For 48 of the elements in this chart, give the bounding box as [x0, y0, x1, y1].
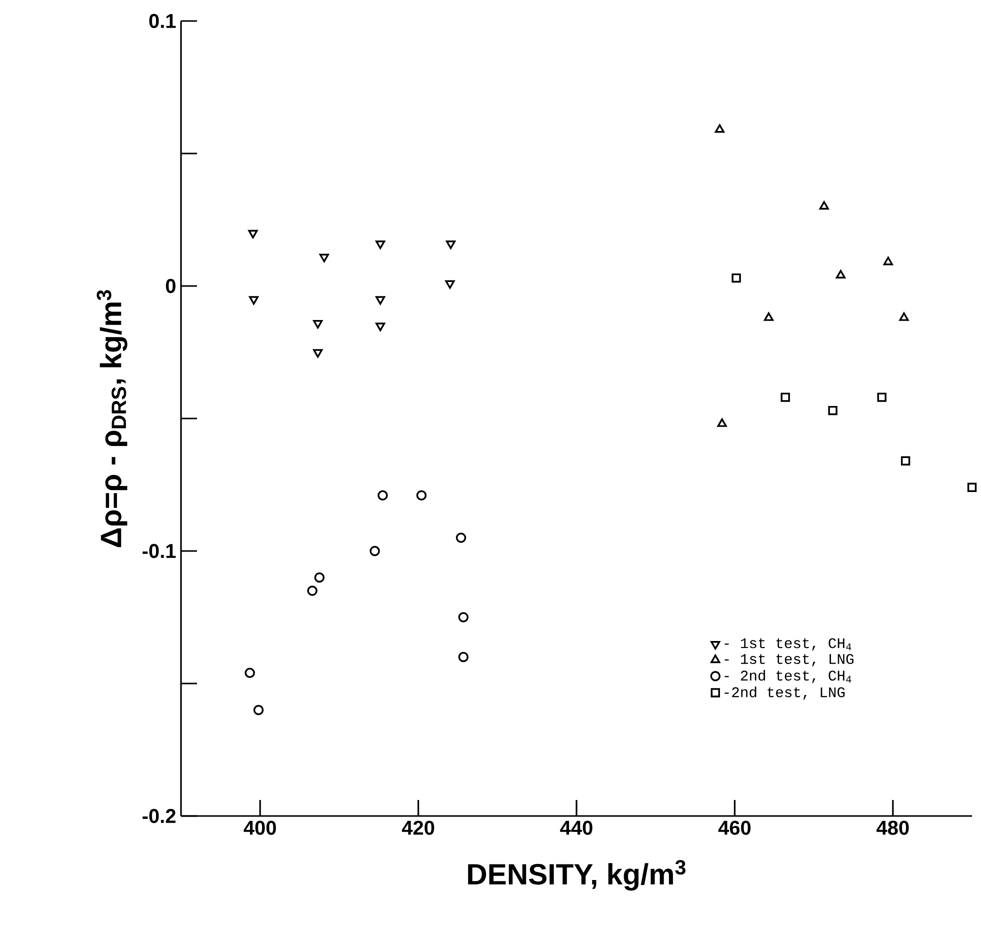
- point: [732, 273, 741, 283]
- point: [248, 230, 258, 238]
- point: [836, 270, 846, 279]
- y-axis-title: Δρ=ρ - ρ$_{DRS}$, kg/m$^{3}$: [96, 290, 128, 548]
- point: [764, 312, 774, 321]
- y-tick-label: -0.2: [142, 808, 176, 824]
- point: [314, 572, 325, 583]
- x-tick-label: 400: [244, 820, 276, 835]
- point: [780, 392, 790, 402]
- point: [248, 296, 259, 305]
- point: [458, 652, 469, 662]
- x-tick-label: 460: [718, 820, 751, 835]
- point: [307, 586, 318, 596]
- point: [376, 296, 386, 305]
- point: [319, 254, 329, 262]
- point: [416, 490, 427, 500]
- legend-label: - 1st test, CH$_{4}$: [724, 638, 852, 651]
- x-tick-label: 420: [402, 820, 434, 835]
- point: [446, 240, 456, 249]
- point: [244, 668, 255, 678]
- point: [900, 456, 910, 466]
- point: [458, 612, 469, 622]
- point: [717, 418, 727, 427]
- y-tick-label: 0.1: [149, 14, 176, 28]
- point: [378, 490, 388, 500]
- point: [456, 532, 466, 543]
- point: [313, 349, 323, 358]
- point: [376, 322, 386, 332]
- point: [445, 280, 455, 289]
- y-tick-label: -0.1: [142, 544, 176, 558]
- x-axis-title: DENSITY, kg/m$^{3}$: [468, 860, 686, 891]
- legend-label: - 1st test, LNG: [724, 654, 854, 666]
- point: [313, 320, 323, 328]
- point: [967, 482, 977, 492]
- point: [899, 312, 909, 321]
- x-tick-label: 480: [876, 820, 909, 835]
- y-tick-label: 0: [166, 278, 176, 294]
- point: [883, 256, 893, 266]
- point: [877, 392, 886, 402]
- legend-label: - 2nd test, CH$_{4}$: [724, 670, 852, 684]
- x-tick-label: 440: [560, 820, 592, 835]
- legend-label: -2nd test, LNG: [724, 686, 845, 700]
- point: [714, 124, 724, 133]
- point: [370, 546, 380, 556]
- point: [819, 201, 829, 210]
- point: [828, 406, 838, 416]
- point: [376, 240, 386, 249]
- point: [253, 704, 264, 716]
